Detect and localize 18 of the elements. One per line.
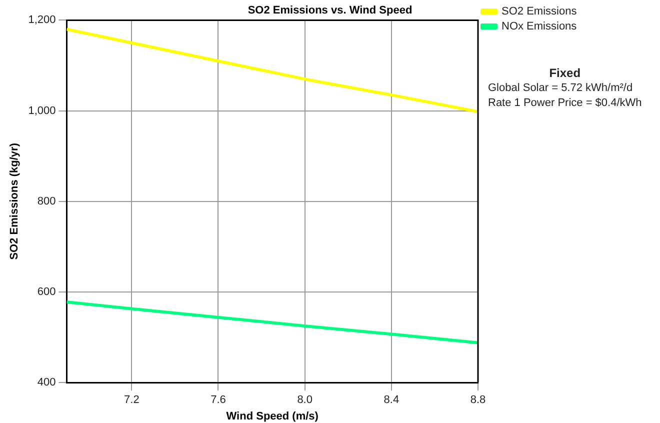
y-tick-label: 400 [37, 376, 56, 389]
x-tick-label: 7.2 [124, 394, 140, 406]
x-axis-title: Wind Speed (m/s) [226, 410, 319, 422]
text: Fixed [548, 66, 582, 81]
y-tick-label: 1,200 [28, 14, 56, 26]
x-tick-label: 8.8 [470, 394, 486, 406]
legend-label: NOx Emissions [502, 20, 578, 33]
x-tick-label: 8.0 [297, 394, 312, 406]
y-tick-label: 800 [37, 195, 56, 208]
y-tick-label: 1,000 [28, 104, 56, 117]
text: Rate 1 Power Price = $0.4/kWh [488, 96, 642, 111]
x-tick-label: 8.4 [384, 394, 400, 406]
x-tick-label: 7.6 [210, 394, 226, 406]
chart-title: SO2 Emissions vs. Wind Speed [248, 4, 412, 17]
y-axis-title: SO2 Emissions (kg/yr) [8, 142, 21, 260]
text: Global Solar = 5.72 kWh/m²/d [488, 81, 634, 96]
legend-label: SO2 Emissions [502, 6, 578, 18]
y-tick-label: 600 [37, 286, 56, 298]
